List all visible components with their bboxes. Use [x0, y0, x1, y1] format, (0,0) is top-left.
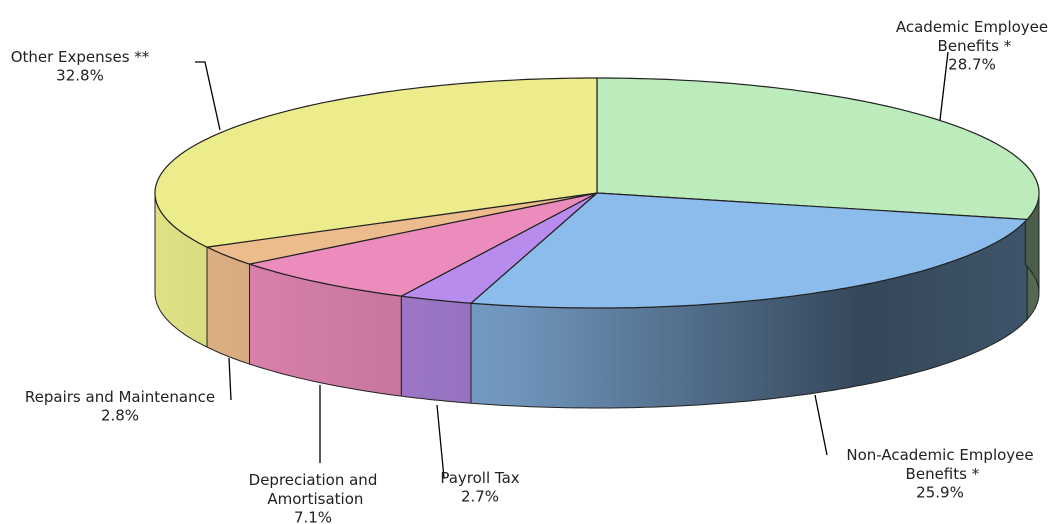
- slice-label: Depreciation and Amortisation: [249, 471, 378, 508]
- value-label: 7.1%: [294, 509, 332, 524]
- leader-line: [228, 357, 232, 401]
- leader-line: [814, 394, 828, 456]
- value-label: 2.8%: [101, 407, 139, 425]
- slice: [596, 77, 1040, 221]
- slice: [399, 192, 598, 304]
- slice: [154, 77, 598, 248]
- slice-label: Non-Academic Employee Benefits *: [846, 446, 1033, 483]
- slice: [247, 192, 598, 297]
- slice-label: Repairs and Maintenance: [25, 388, 215, 406]
- value-label: 2.7%: [461, 488, 499, 506]
- slice-side: [206, 246, 250, 365]
- slice-side: [400, 295, 472, 404]
- value-label: 25.9%: [916, 484, 964, 502]
- slice-label: Payroll Tax: [440, 469, 519, 487]
- slice: [204, 192, 598, 265]
- leader-line: [939, 51, 949, 121]
- value-label: 32.8%: [56, 67, 104, 85]
- leader-line: [436, 404, 445, 479]
- slice-label: Other Expenses **: [11, 48, 150, 66]
- value-label: 28.7%: [948, 56, 996, 74]
- slice-label: Academic Employee Benefits *: [896, 18, 1048, 55]
- slice: [469, 192, 1029, 309]
- leader-line: [195, 61, 221, 131]
